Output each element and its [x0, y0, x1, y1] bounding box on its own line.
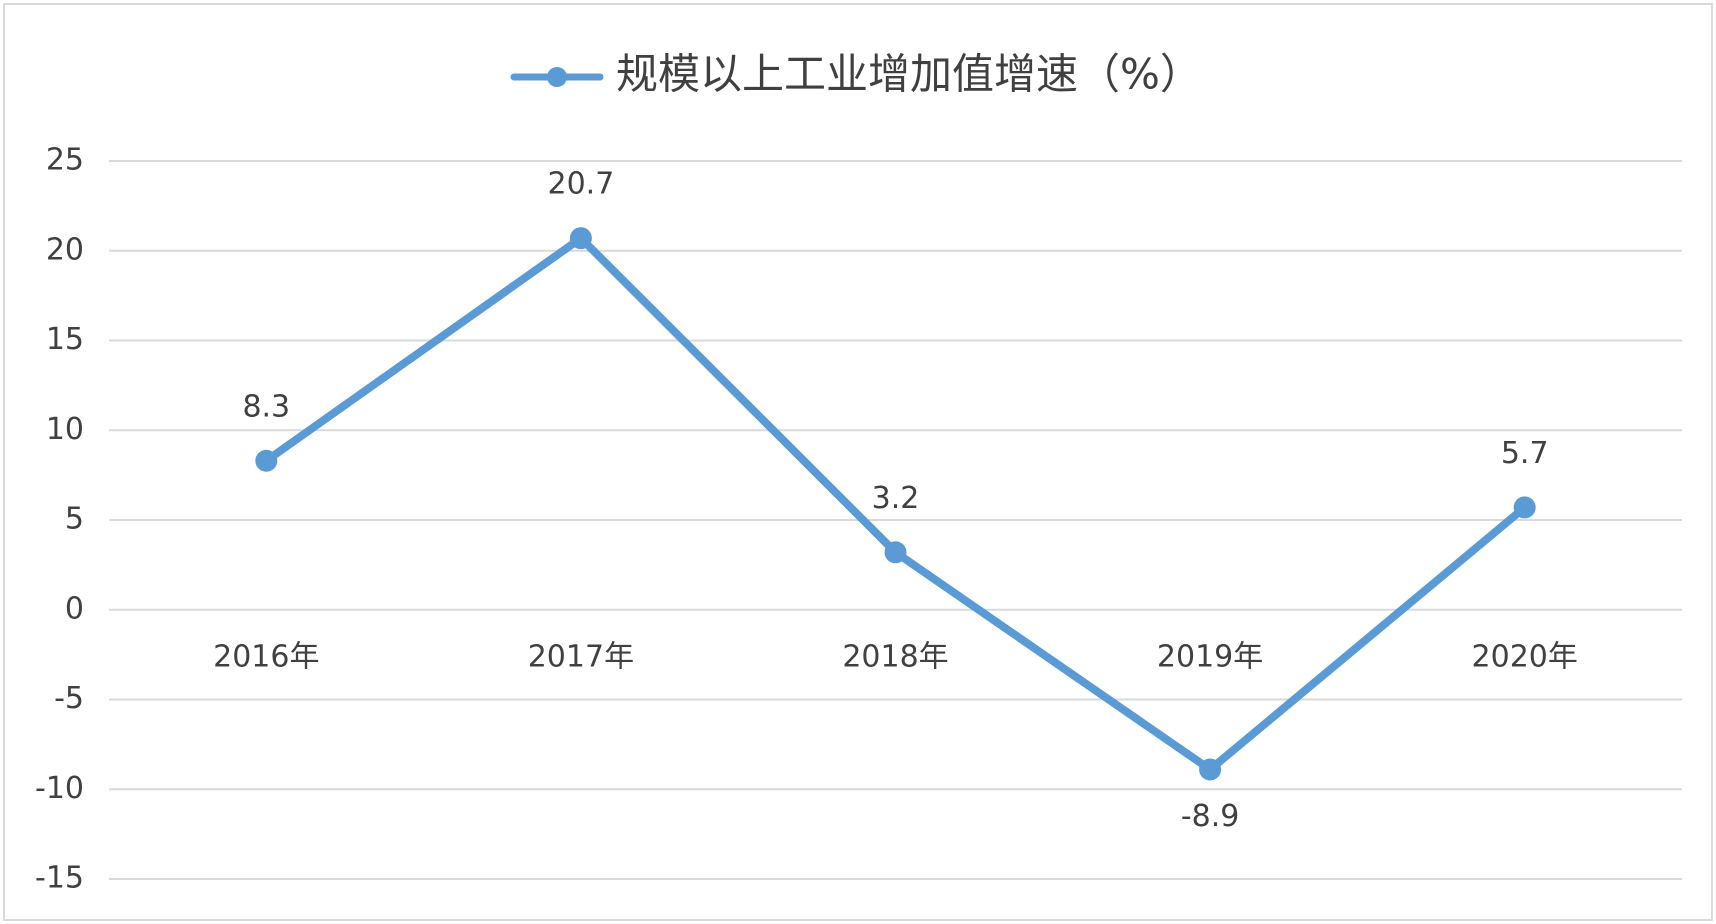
y-tick-label: 25	[46, 143, 84, 178]
y-tick-label: 0	[65, 591, 84, 626]
legend-label: 规模以上工业增加值增速（%）	[616, 50, 1202, 99]
point	[1513, 496, 1536, 519]
x-tick-label: 2016年	[213, 639, 319, 674]
legend-marker	[547, 67, 567, 87]
x-tick-label: 2017年	[528, 639, 634, 674]
y-tick-label: 15	[46, 322, 84, 357]
y-tick-label: 20	[46, 232, 84, 267]
data-label: -8.9	[1181, 799, 1240, 834]
y-tick-label: 10	[46, 412, 84, 447]
data-label: 3.2	[872, 481, 920, 516]
data-label: 5.7	[1501, 436, 1549, 471]
y-tick-label: -10	[35, 771, 84, 806]
data-label: 8.3	[242, 389, 290, 424]
point	[1199, 758, 1222, 781]
x-tick-label: 2020年	[1472, 639, 1578, 674]
y-tick-label: 5	[65, 502, 84, 537]
x-tick-label: 2019年	[1157, 639, 1263, 674]
chart-frame	[3, 3, 1713, 921]
point	[569, 227, 592, 250]
point	[884, 541, 907, 564]
data-label: 20.7	[548, 167, 615, 202]
point	[255, 449, 278, 472]
y-tick-label: -15	[35, 861, 84, 896]
x-tick-label: 2018年	[842, 639, 948, 674]
y-tick-label: -5	[54, 681, 84, 716]
